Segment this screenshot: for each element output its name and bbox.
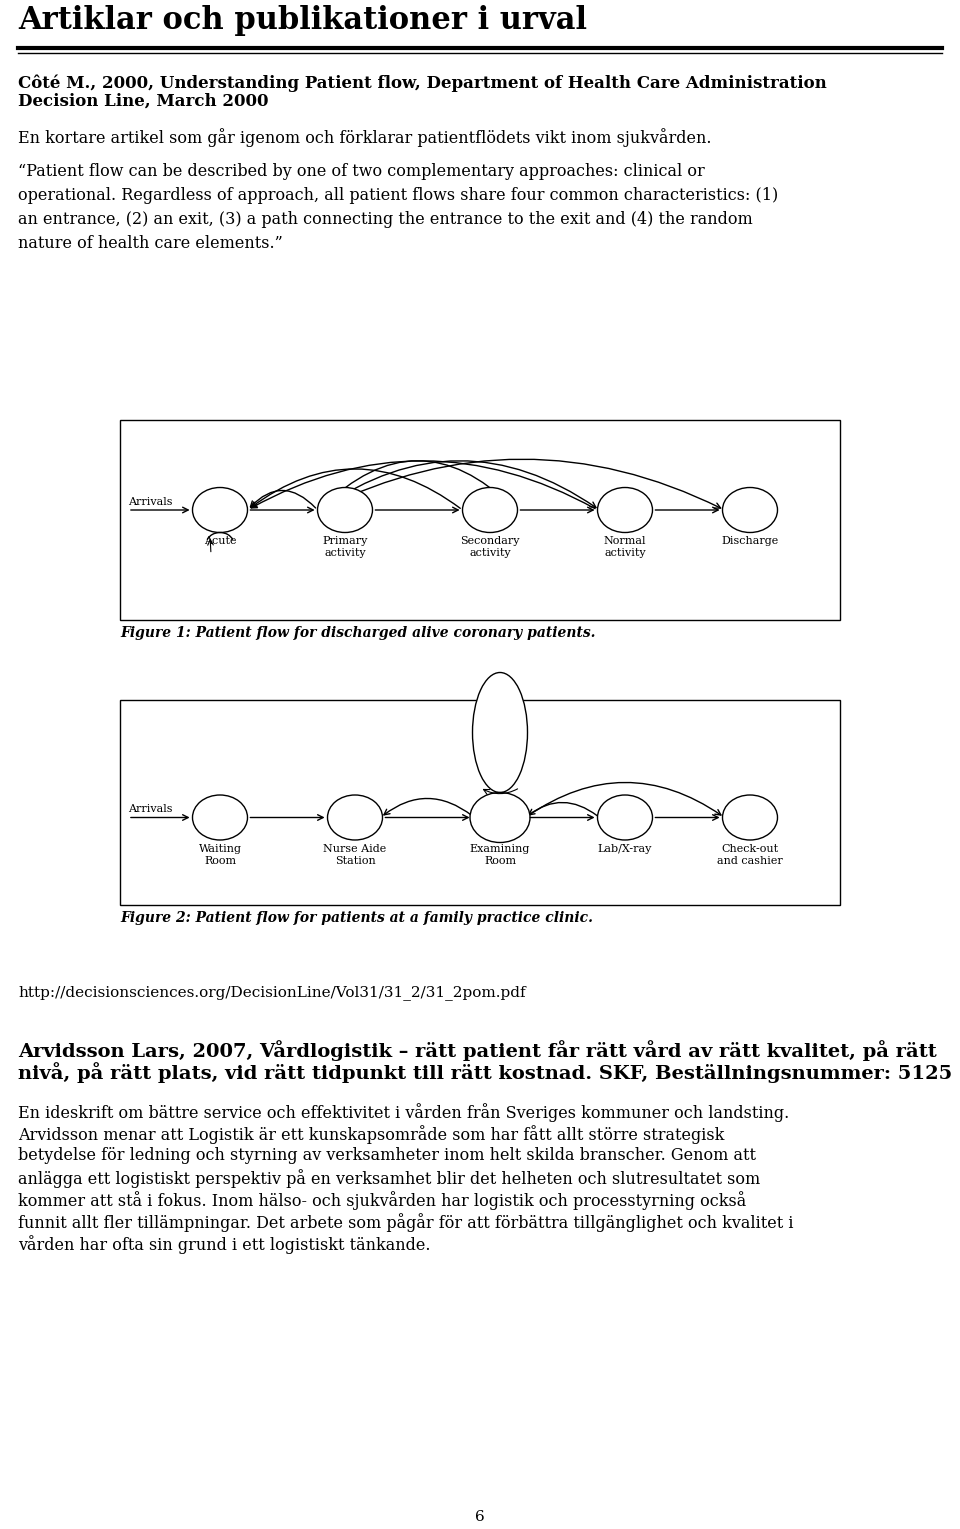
Text: Examining
Room: Examining Room	[469, 844, 530, 865]
Bar	[120, 420, 840, 619]
Text: betydelse för ledning och styrning av verksamheter inom helt skilda branscher. G: betydelse för ledning och styrning av ve…	[18, 1147, 756, 1164]
Ellipse shape	[318, 488, 372, 532]
Text: Acute: Acute	[204, 537, 236, 546]
Text: nature of health care elements.”: nature of health care elements.”	[18, 235, 283, 252]
Text: En ideskrift om bättre service och effektivitet i vården från Sveriges kommuner : En ideskrift om bättre service och effek…	[18, 1102, 789, 1122]
Text: Arrivals: Arrivals	[128, 497, 173, 508]
Ellipse shape	[723, 795, 778, 839]
Text: Primary
activity: Primary activity	[323, 537, 368, 558]
Text: Lab/X-ray: Lab/X-ray	[598, 844, 652, 855]
Text: Arvidsson menar att Logistik är ett kunskapsområde som har fått allt större stra: Arvidsson menar att Logistik är ett kuns…	[18, 1125, 725, 1144]
Ellipse shape	[470, 792, 530, 842]
Ellipse shape	[193, 795, 248, 839]
Text: Arvidsson Lars, 2007, Vårdlogistik – rätt patient får rätt vård av rätt kvalitet: Arvidsson Lars, 2007, Vårdlogistik – rät…	[18, 1040, 937, 1061]
Text: Decision Line, March 2000: Decision Line, March 2000	[18, 93, 269, 110]
Text: operational. Regardless of approach, all patient flows share four common charact: operational. Regardless of approach, all…	[18, 187, 779, 203]
Text: Normal
activity: Normal activity	[604, 537, 646, 558]
Ellipse shape	[327, 795, 382, 839]
Ellipse shape	[597, 488, 653, 532]
Text: kommer att stå i fokus. Inom hälso- och sjukvården har logistik och processtyrni: kommer att stå i fokus. Inom hälso- och …	[18, 1191, 746, 1209]
Ellipse shape	[472, 673, 527, 792]
Text: Waiting
Room: Waiting Room	[199, 844, 242, 865]
Bar	[120, 700, 840, 905]
Ellipse shape	[723, 488, 778, 532]
Text: Secondary
activity: Secondary activity	[460, 537, 519, 558]
Text: Nurse Aide
Station: Nurse Aide Station	[324, 844, 387, 865]
Text: Figure 1: Patient flow for discharged alive coronary patients.: Figure 1: Patient flow for discharged al…	[120, 625, 595, 641]
Text: vården har ofta sin grund i ett logistiskt tänkande.: vården har ofta sin grund i ett logistis…	[18, 1235, 430, 1254]
Ellipse shape	[597, 795, 653, 839]
Text: anlägga ett logistiskt perspektiv på en verksamhet blir det helheten och slutres: anlägga ett logistiskt perspektiv på en …	[18, 1170, 760, 1188]
Text: Côté M., 2000, Understanding Patient flow, Department of Health Care Administrat: Côté M., 2000, Understanding Patient flo…	[18, 75, 827, 92]
Text: Check-out
and cashier: Check-out and cashier	[717, 844, 782, 865]
Ellipse shape	[463, 488, 517, 532]
Text: En kortare artikel som går igenom och förklarar patientflödets vikt inom sjukvår: En kortare artikel som går igenom och fö…	[18, 128, 711, 147]
Text: funnit allt fler tillämpningar. Det arbete som pågår för att förbättra tillgängl: funnit allt fler tillämpningar. Det arbe…	[18, 1212, 794, 1232]
Text: http://decisionsciences.org/DecisionLine/Vol31/31_2/31_2pom.pdf: http://decisionsciences.org/DecisionLine…	[18, 985, 526, 1000]
Text: 6: 6	[475, 1511, 485, 1524]
Text: Discharge: Discharge	[721, 537, 779, 546]
Text: “Patient flow can be described by one of two complementary approaches: clinical : “Patient flow can be described by one of…	[18, 164, 705, 180]
Text: Artiklar och publikationer i urval: Artiklar och publikationer i urval	[18, 5, 587, 37]
Text: Figure 2: Patient flow for patients at a family practice clinic.: Figure 2: Patient flow for patients at a…	[120, 911, 593, 925]
Text: an entrance, (2) an exit, (3) a path connecting the entrance to the exit and (4): an entrance, (2) an exit, (3) a path con…	[18, 211, 753, 228]
Text: Arrivals: Arrivals	[128, 804, 173, 815]
Text: nivå, på rätt plats, vid rätt tidpunkt till rätt kostnad. SKF, Beställningsnumme: nivå, på rätt plats, vid rätt tidpunkt t…	[18, 1063, 952, 1083]
Ellipse shape	[193, 488, 248, 532]
